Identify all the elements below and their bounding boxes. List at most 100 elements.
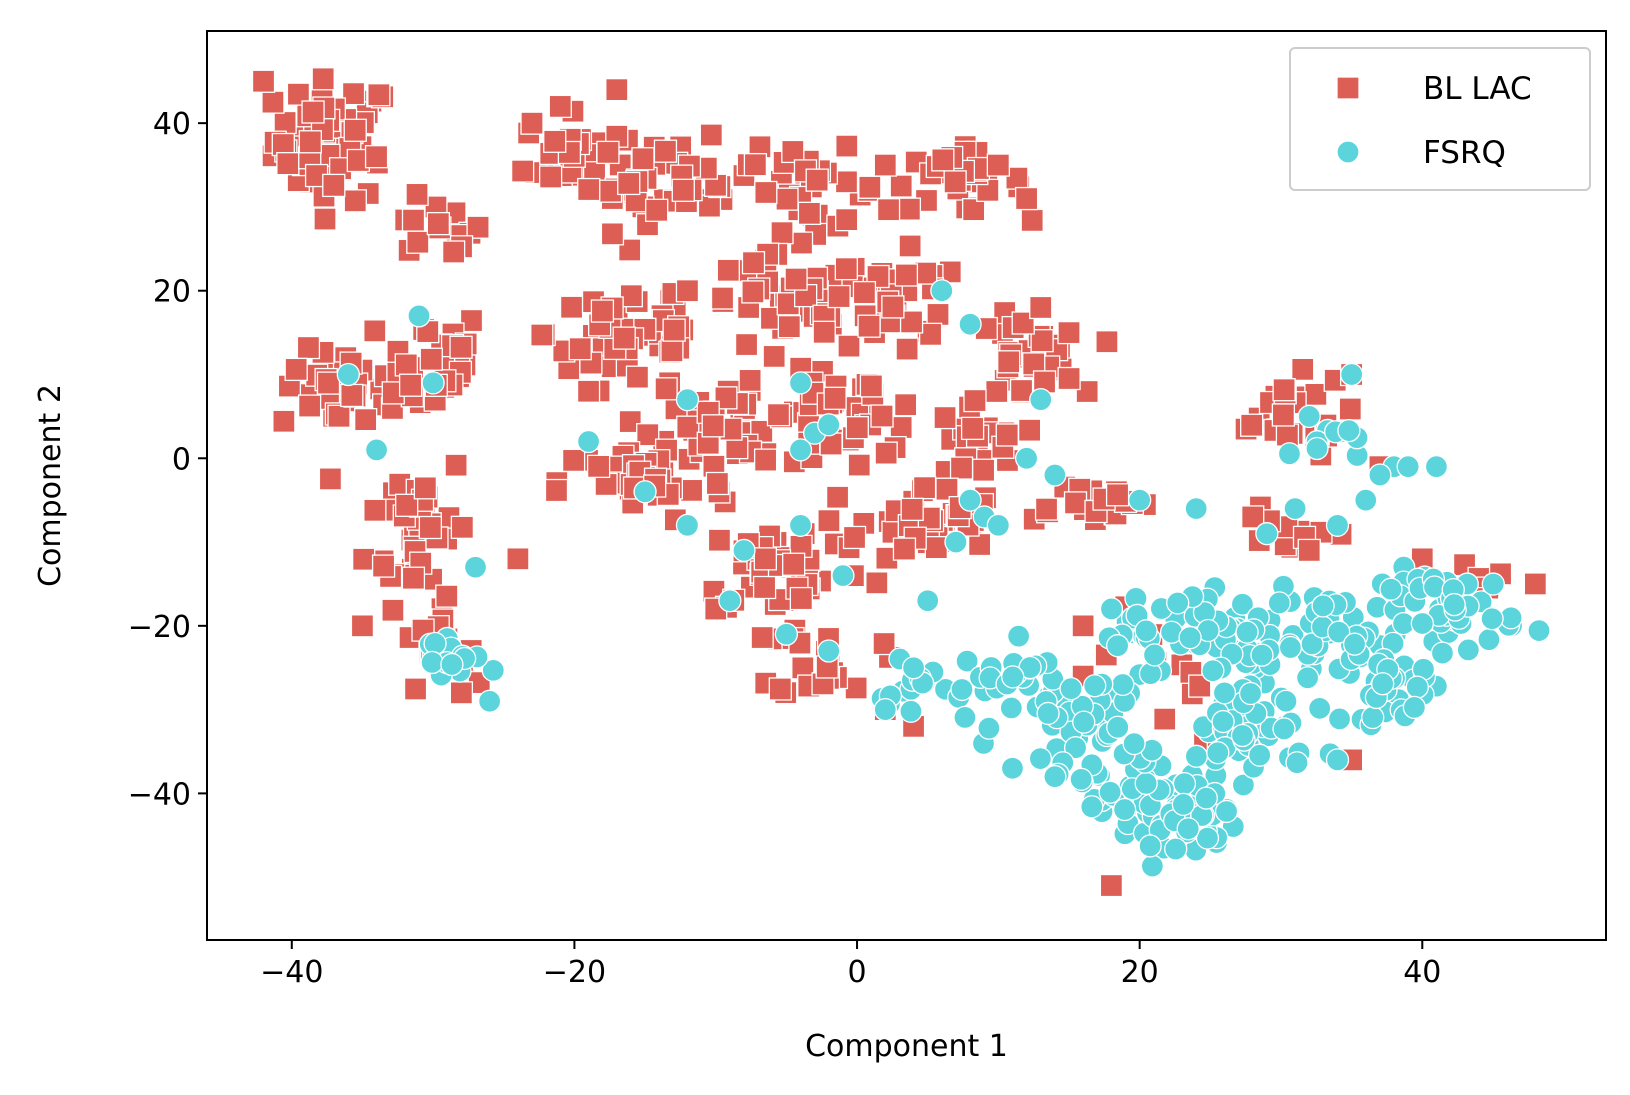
data-point-bllac: [645, 198, 669, 222]
data-point-bllac: [618, 238, 642, 262]
data-point-bllac: [777, 314, 801, 339]
data-point-fsrq: [958, 488, 982, 512]
data-point-fsrq: [407, 304, 431, 328]
legend: BL LAC FSRQ: [1289, 47, 1591, 191]
data-point-fsrq: [1106, 634, 1130, 658]
data-point-bllac: [847, 453, 871, 477]
data-point-fsrq: [1354, 488, 1378, 512]
data-point-bllac: [1304, 382, 1328, 406]
data-point-bllac: [600, 222, 625, 246]
data-point-bllac: [949, 456, 974, 480]
data-point-bllac: [857, 314, 881, 338]
data-point-bllac: [449, 681, 474, 705]
points-layer: [251, 67, 1551, 898]
data-point-fsrq: [1402, 695, 1427, 720]
data-point-bllac: [444, 453, 468, 477]
data-point-fsrq: [1305, 436, 1329, 461]
data-point-fsrq: [1000, 756, 1025, 780]
data-point-bllac: [311, 67, 335, 91]
data-point-bllac: [401, 208, 426, 232]
data-point-fsrq: [1043, 764, 1067, 789]
data-point-bllac: [405, 182, 429, 207]
data-point-bllac: [318, 467, 343, 491]
data-point-bllac: [459, 308, 484, 333]
data-point-bllac: [284, 357, 308, 382]
x-tick-label: 0: [847, 955, 866, 990]
data-point-fsrq: [1069, 767, 1093, 791]
data-point-fsrq: [1379, 577, 1403, 601]
data-point-fsrq: [977, 716, 1001, 740]
data-point-bllac: [873, 153, 897, 177]
data-point-fsrq: [1166, 591, 1190, 615]
data-point-bllac: [963, 388, 987, 413]
data-point-bllac: [1020, 208, 1044, 233]
data-point-bllac: [768, 677, 792, 701]
data-point-fsrq: [901, 656, 926, 680]
data-point-fsrq: [1128, 488, 1152, 512]
data-point-fsrq: [999, 696, 1023, 720]
data-point-fsrq: [1001, 665, 1025, 689]
data-point-bllac: [1271, 403, 1296, 427]
data-point-bllac: [881, 295, 905, 319]
data-point-fsrq: [718, 589, 742, 613]
data-point-bllac: [510, 159, 535, 183]
data-point-bllac: [960, 416, 985, 441]
data-point-fsrq: [1036, 701, 1060, 726]
data-point-bllac: [1095, 330, 1119, 354]
data-point-bllac: [619, 284, 643, 308]
data-point-bllac: [897, 197, 922, 221]
data-point-bllac: [273, 110, 297, 135]
data-point-fsrq: [1184, 496, 1208, 521]
data-point-bllac: [1011, 311, 1035, 335]
data-point-fsrq: [1014, 446, 1039, 470]
data-point-bllac: [858, 175, 882, 199]
data-point-bllac: [817, 508, 841, 533]
data-point-bllac: [1291, 357, 1315, 382]
data-point-fsrq: [1405, 675, 1429, 699]
data-point-bllac: [662, 318, 686, 342]
data-point-fsrq: [1255, 522, 1279, 546]
data-point-bllac: [354, 408, 378, 432]
data-point-fsrq: [1206, 741, 1230, 765]
data-point-bllac: [943, 170, 967, 194]
data-point-bllac: [842, 525, 867, 550]
data-point-bllac: [898, 234, 922, 258]
data-point-bllac: [834, 170, 859, 194]
data-point-bllac: [364, 145, 389, 169]
data-point-bllac: [782, 552, 806, 576]
axes-layer: −40 −20 0 20 40 −40 −20 0 20 40 Component 1 Compone…: [33, 30, 1607, 1064]
data-point-fsrq: [1134, 619, 1158, 643]
data-point-fsrq: [1297, 404, 1321, 429]
data-point-bllac: [835, 134, 859, 158]
data-point-fsrq: [831, 563, 855, 588]
data-point-fsrq: [1481, 572, 1505, 596]
data-point-bllac: [679, 478, 704, 503]
data-point-fsrq: [1212, 681, 1237, 705]
data-point-fsrq: [1176, 817, 1200, 841]
data-point-bllac: [1272, 378, 1296, 402]
data-point-fsrq: [364, 438, 389, 462]
data-point-bllac: [743, 153, 768, 177]
data-point-bllac: [812, 320, 836, 344]
data-point-bllac: [272, 409, 296, 433]
data-point-bllac: [596, 140, 620, 165]
data-point-fsrq: [481, 658, 505, 682]
data-point-bllac: [1241, 505, 1265, 529]
data-point-fsrq: [1424, 454, 1449, 479]
data-point-fsrq: [1339, 362, 1364, 387]
data-point-bllac: [865, 571, 889, 595]
data-point-fsrq: [788, 438, 813, 462]
data-point-fsrq: [1211, 709, 1235, 734]
data-point-bllac: [852, 280, 877, 305]
data-point-fsrq: [955, 649, 979, 673]
data-point-bllac: [251, 69, 276, 93]
data-point-bllac: [770, 221, 794, 245]
data-point-bllac: [296, 335, 321, 360]
data-point-bllac: [1099, 873, 1124, 898]
data-point-bllac: [1063, 491, 1088, 515]
data-point-bllac: [636, 423, 660, 447]
data-point-bllac: [1188, 674, 1212, 698]
data-point-bllac: [1105, 483, 1130, 507]
data-point-fsrq: [1274, 689, 1298, 713]
